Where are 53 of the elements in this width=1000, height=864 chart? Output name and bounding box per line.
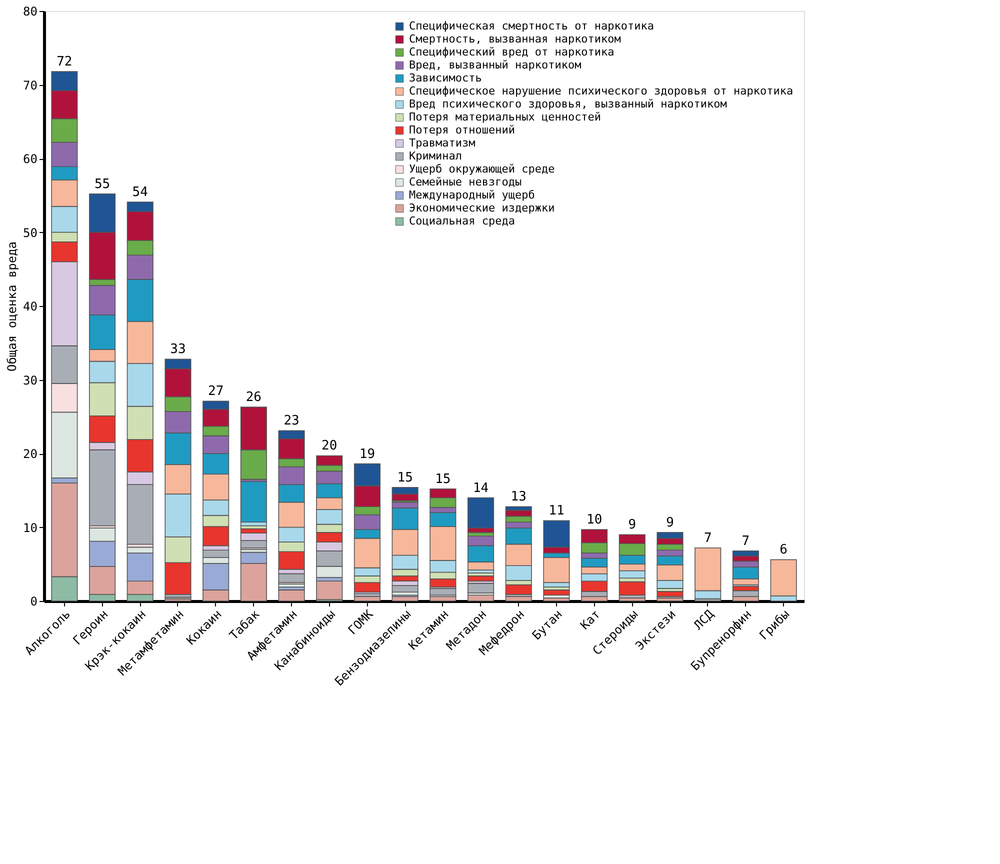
bar	[505, 584, 532, 595]
total-label: 20	[322, 438, 338, 454]
y-tick-label: 50	[23, 226, 38, 240]
legend-label: Международный ущерб	[409, 188, 535, 202]
legend-label: Вред психического здоровья, вызванный наркотиком	[409, 98, 728, 110]
bar	[240, 481, 267, 522]
total-label: 9	[628, 518, 636, 533]
legend-label: Семейные невзгоды	[409, 176, 522, 188]
y-tick-label: 30	[23, 373, 38, 388]
total-label: 15	[397, 470, 413, 486]
legend-label: Потеря материальных ценностей	[409, 110, 602, 124]
total-label: 15	[435, 472, 451, 487]
total-label: 72	[56, 54, 72, 70]
total-label: 7	[742, 534, 750, 549]
legend-label: Смертность, вызванная наркотиком	[409, 32, 622, 46]
total-label: 14	[472, 480, 489, 496]
y-axis-title: Общая оценка вреда	[5, 241, 20, 372]
legend-label: Специфический вред от наркотика	[409, 46, 614, 58]
legend-label: Специфическая смертность от наркотика	[409, 20, 654, 32]
y-tick-label: 60	[23, 152, 38, 166]
y-tick-label: 40	[23, 300, 38, 314]
total-label: 13	[510, 490, 526, 505]
bar	[468, 582, 494, 594]
legend-label: Ущерб окружающей среде	[409, 162, 555, 176]
total-label: 10	[586, 512, 602, 528]
total-label: 27	[208, 384, 224, 400]
total-label: 7	[704, 530, 712, 546]
total-label: 11	[548, 504, 564, 519]
legend-label: Экономические издержки	[409, 202, 555, 214]
total-label: 19	[359, 446, 376, 462]
legend-label: Потеря отношений	[409, 124, 515, 136]
y-tick-label: 70	[23, 78, 38, 92]
bar	[316, 580, 343, 600]
legend-label: Травматизм	[409, 136, 476, 150]
total-label: 55	[94, 176, 110, 192]
total-label: 54	[132, 185, 148, 200]
y-tick-label: 80	[23, 4, 38, 18]
y-tick-label: 10	[23, 520, 38, 535]
total-label: 9	[666, 515, 674, 530]
legend-label: Зависимость	[409, 72, 482, 84]
legend-label: Специфическое нарушение психического здоровья от наркотика	[409, 84, 794, 98]
total-label: 33	[170, 342, 186, 358]
bar	[618, 581, 646, 596]
bar	[468, 594, 494, 602]
legend-label: Вред, вызванный наркотиком	[409, 58, 582, 72]
legend-label: Социальная среда	[409, 214, 515, 228]
total-label: 26	[246, 390, 262, 406]
total-label: 6	[780, 542, 788, 558]
legend-label: Криминал	[409, 150, 462, 162]
bar	[278, 590, 305, 602]
y-tick-label: 20	[23, 447, 38, 461]
total-label: 23	[284, 414, 300, 429]
y-tick-label: 0	[30, 594, 38, 608]
